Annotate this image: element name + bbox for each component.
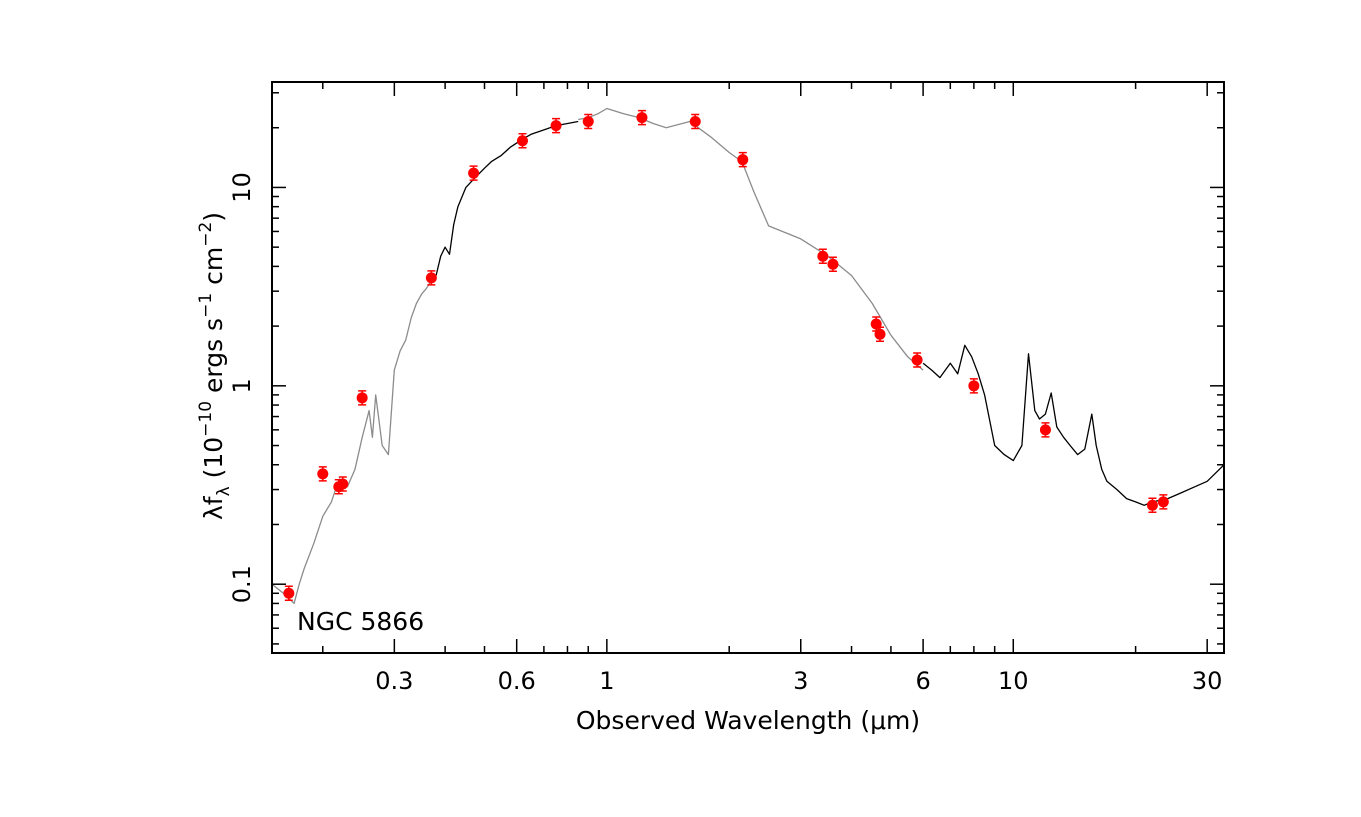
spectrum-segment-3 (922, 344, 1225, 506)
y-axis-label-lambda-sub: λ (214, 486, 234, 496)
photometry-point-5 (425, 272, 437, 284)
photometry-point-13 (817, 250, 829, 262)
plot-frame (271, 81, 1225, 654)
x-tick-label-4: 6 (915, 667, 930, 695)
x-tick-label-1: 0.6 (498, 667, 536, 695)
y-tick-label-0: 0.1 (228, 565, 256, 603)
y-axis-label: λfλ (10−10 ergs s−1 cm−2) (196, 212, 234, 520)
y-axis-label-close-paren: ) (199, 212, 228, 222)
photometry-point-18 (968, 380, 980, 392)
photometry-point-16 (874, 328, 886, 340)
x-tick-label-5: 10 (998, 667, 1029, 695)
y-axis-label-ten: (10 (199, 437, 228, 487)
photometry-point-11 (689, 115, 701, 127)
x-tick-label-2: 1 (599, 667, 614, 695)
spectrum-segment-2 (578, 107, 924, 371)
photometry-point-9 (582, 115, 594, 127)
spectrum-segment-0 (271, 275, 437, 605)
tick-labels: 0.3 0.6 1 3 6 10 30 0.1 1 10 (228, 172, 1222, 695)
y-axis-label-exp-minus-one: −1 (196, 293, 216, 318)
y-axis-label-cm: cm (199, 247, 228, 293)
photometry-point-0 (283, 587, 295, 599)
photometry-point-3 (337, 478, 349, 490)
y-axis-label-exp-minus-ten: −10 (196, 401, 216, 437)
object-name-label: NGC 5866 (297, 607, 424, 636)
y-tick-label-2: 10 (228, 172, 256, 203)
photometry-point-19 (1039, 424, 1051, 436)
x-axis-label: Observed Wavelength (μm) (576, 706, 920, 735)
x-tick-label-0: 0.3 (375, 667, 413, 695)
photometry-point-10 (636, 112, 648, 124)
photometry-point-12 (737, 154, 749, 166)
photometry-point-21 (1157, 496, 1169, 508)
photometry-point-8 (550, 120, 562, 132)
photometry-point-7 (516, 135, 528, 147)
spectrum-lines (271, 107, 1225, 605)
y-axis-label-lambda-f: λf (199, 495, 228, 520)
photometry-point-20 (1146, 499, 1158, 511)
photometry-point-14 (827, 258, 839, 270)
photometry-point-1 (317, 468, 329, 480)
spectrum-segment-1 (435, 120, 579, 276)
y-axis-label-exp-minus-two: −2 (196, 222, 216, 247)
x-tick-label-3: 3 (793, 667, 808, 695)
axis-ticks (272, 82, 1224, 653)
photometry-points (283, 109, 1169, 602)
photometry-point-4 (356, 392, 368, 404)
photometry-point-6 (468, 167, 480, 179)
x-tick-label-6: 30 (1192, 667, 1223, 695)
y-axis-label-ergs-s: ergs s (199, 318, 228, 401)
y-tick-label-1: 1 (228, 378, 256, 393)
photometry-point-17 (911, 354, 923, 366)
